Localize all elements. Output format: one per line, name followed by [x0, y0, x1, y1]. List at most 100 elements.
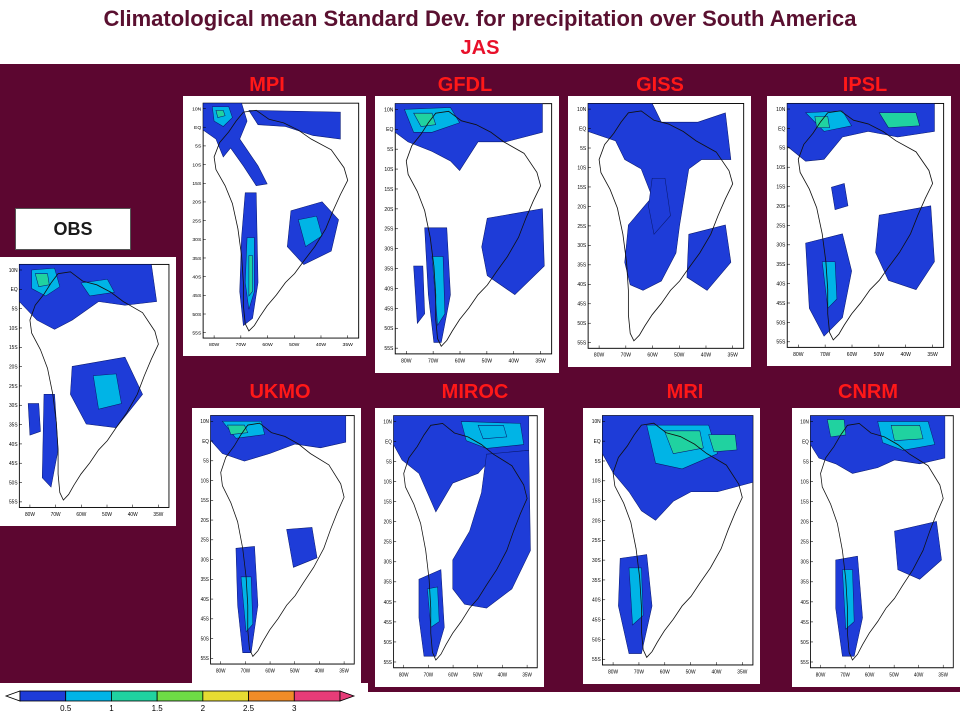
lat-tick-label: 25S: [192, 218, 202, 224]
lon-tick-label: 70W: [241, 668, 251, 674]
lon-tick-label: 80W: [401, 358, 412, 364]
lon-tick-label: 50W: [674, 353, 685, 359]
lat-tick-label: 10N: [384, 107, 394, 113]
label-ipsl: IPSL: [842, 74, 888, 96]
legend-swatch: [156, 690, 204, 702]
lat-tick-label: 55S: [192, 331, 202, 337]
contour-region: [842, 569, 855, 630]
lon-tick-label: 80W: [216, 668, 226, 674]
lon-tick-label: 35W: [535, 358, 546, 364]
lat-tick-label: 45S: [592, 617, 601, 623]
lon-tick-label: 60W: [262, 342, 273, 348]
contour-region: [894, 521, 942, 580]
lon-tick-label: 80W: [399, 672, 409, 678]
map-svg: 10N EQ 5S 10S 15S 20S 25S 30S 35S 40S 45S 50S 55S 80W…: [192, 102, 360, 348]
lat-tick-label: 50S: [384, 640, 393, 646]
contour-region: [240, 576, 254, 633]
lat-tick-label: 20S: [384, 207, 394, 213]
lat-tick-label: 55S: [384, 346, 394, 352]
coastline: [220, 422, 345, 658]
lon-tick-label: 50W: [889, 672, 899, 678]
lon-tick-label: 60W: [76, 512, 86, 518]
lat-tick-label: 30S: [192, 237, 202, 243]
lon-tick-label: 80W: [816, 672, 826, 678]
lat-tick-label: 10S: [592, 479, 601, 485]
coastline: [612, 422, 743, 659]
lat-tick-label: 30S: [592, 558, 601, 564]
lat-tick-label: 45S: [201, 617, 210, 623]
contour-region: [452, 450, 531, 609]
map-svg: 10N EQ 5S 10S 15S 20S 25S 30S 35S 40S 45S 50S 55S 80W…: [577, 103, 745, 359]
lat-tick-label: 25S: [384, 539, 393, 545]
legend-swatch: [111, 690, 158, 702]
lon-tick-label: 70W: [424, 672, 434, 678]
lat-tick-label: 5S: [803, 459, 809, 465]
lon-tick-label: 70W: [634, 669, 644, 675]
lat-tick-label: 10S: [384, 479, 393, 485]
lon-tick-label: 50W: [289, 342, 300, 348]
label-ukmo: UKMO: [249, 381, 311, 403]
lat-tick-label: 10S: [577, 165, 587, 171]
coastline: [403, 422, 528, 661]
contour-region: [297, 215, 323, 248]
lat-tick-label: EQ: [194, 125, 201, 131]
lat-tick-label: 15S: [384, 187, 394, 193]
lat-tick-label: 15S: [201, 498, 210, 504]
lat-tick-label: EQ: [11, 287, 18, 293]
lat-tick-label: 40S: [384, 600, 393, 606]
contour-region: [890, 425, 924, 442]
lon-tick-label: 70W: [236, 342, 247, 348]
lat-tick-label: 10N: [577, 107, 587, 113]
lon-tick-label: 80W: [793, 352, 804, 358]
lat-tick-label: 30S: [384, 559, 393, 565]
lat-tick-label: 10N: [800, 419, 809, 425]
map-ukmo: 10N EQ 5S 10S 15S 20S 25S 30S 35S 40S 45S 50S 55S 80W…: [192, 408, 361, 683]
lat-tick-label: EQ: [386, 127, 393, 133]
contour-region: [27, 403, 41, 436]
lon-tick-label: 35W: [153, 512, 163, 518]
label-gfdl: GFDL: [437, 74, 493, 96]
lat-tick-label: 50S: [776, 320, 786, 326]
label-giss: GISS: [636, 74, 684, 96]
lat-tick-label: 50S: [801, 640, 810, 646]
lon-tick-label: 60W: [265, 668, 275, 674]
lat-tick-label: 45S: [9, 461, 18, 467]
coastline: [405, 110, 542, 347]
lon-tick-label: 70W: [820, 352, 831, 358]
lat-tick-label: 10N: [592, 419, 601, 425]
lat-tick-label: 20S: [192, 200, 202, 206]
season-subtitle: JAS: [460, 37, 500, 59]
lat-tick-label: 30S: [201, 557, 210, 563]
lon-tick-label: 70W: [840, 672, 850, 678]
lat-tick-label: 55S: [201, 656, 210, 662]
lat-tick-label: 5S: [779, 146, 786, 152]
lon-tick-label: 35W: [522, 672, 532, 678]
page-title: Climatological mean Standard Dev. for pr…: [103, 6, 857, 31]
lon-tick-label: 60W: [660, 669, 670, 675]
lon-tick-label: 40W: [315, 668, 325, 674]
contour-region: [648, 177, 671, 235]
lon-tick-label: 40W: [498, 672, 508, 678]
lon-tick-label: 50W: [473, 672, 483, 678]
lon-tick-label: 60W: [647, 353, 658, 359]
lat-tick-label: 15S: [9, 345, 18, 351]
lon-tick-label: 50W: [686, 669, 696, 675]
lat-tick-label: 15S: [776, 184, 786, 190]
lat-tick-label: 10S: [776, 165, 786, 171]
lat-tick-label: 25S: [577, 224, 587, 230]
lat-tick-label: 10S: [384, 167, 394, 173]
lat-tick-label: 40S: [776, 281, 786, 287]
lon-tick-label: 60W: [865, 672, 875, 678]
lat-tick-label: EQ: [579, 126, 586, 132]
lat-tick-label: 30S: [577, 243, 587, 249]
lat-tick-label: 15S: [192, 181, 202, 187]
lon-tick-label: 60W: [455, 358, 466, 364]
lon-tick-label: 40W: [509, 358, 520, 364]
lat-tick-label: 55S: [801, 660, 810, 666]
lat-tick-label: 20S: [9, 364, 18, 370]
lon-tick-label: 35W: [728, 353, 739, 359]
lat-tick-label: EQ: [778, 126, 785, 132]
lat-tick-label: 25S: [201, 537, 210, 543]
lat-tick-label: 30S: [776, 243, 786, 249]
contour-region: [413, 265, 425, 325]
